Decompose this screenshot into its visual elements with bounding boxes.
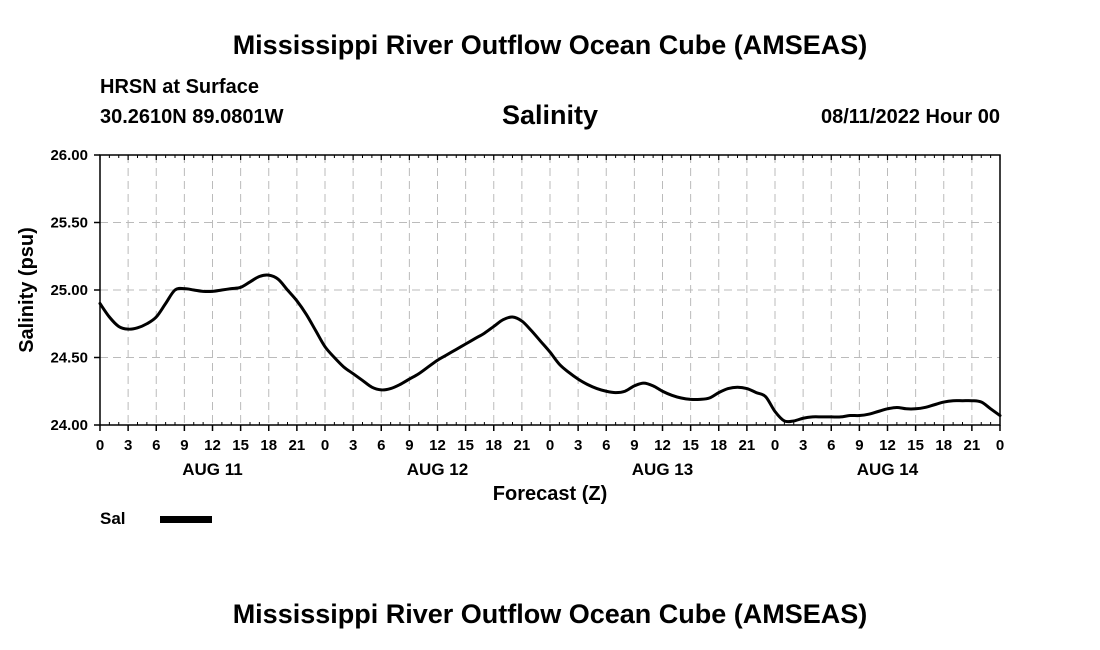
x-tick-label: 0 (771, 437, 779, 454)
forecast-date-label: 08/11/2022 Hour 00 (820, 106, 1000, 128)
station-label: HRSN at Surface (100, 76, 259, 98)
day-label: AUG 13 (632, 460, 693, 479)
x-tick-labels: 0 3 6 9 12 15 18 21 0 3 6 9 12 15 18 21 0 3 6 9 12 15 18 21 0 3 6 9… (96, 437, 1004, 454)
day-label: AUG 11 (182, 460, 242, 479)
x-tick-label: 21 (739, 437, 756, 454)
x-tick-label: 3 (574, 437, 582, 454)
variable-heading: Salinity (501, 100, 599, 130)
y-tick-label: 24.00 (50, 417, 88, 434)
y-tick-label: 26.00 (50, 147, 88, 164)
coordinates-label: 30.2610N 89.0801W (100, 106, 284, 128)
x-tick-label: 18 (485, 437, 502, 454)
x-tick-label: 6 (827, 437, 835, 454)
x-tick-label: 6 (602, 437, 610, 454)
day-labels: AUG 11 AUG 12 AUG 13 AUG 14 (182, 460, 918, 479)
x-tick-label: 21 (964, 437, 981, 454)
chart-title: Mississippi River Outflow Ocean Cube (AM… (232, 30, 868, 60)
x-tick-label: 9 (855, 437, 863, 454)
x-tick-label: 6 (152, 437, 160, 454)
footer-title: Mississippi River Outflow Ocean Cube (AM… (232, 599, 868, 629)
x-tick-label: 12 (879, 437, 896, 454)
x-tick-label: 12 (429, 437, 446, 454)
series-line-sal (98, 273, 1002, 424)
x-axis-title: Forecast (Z) (493, 483, 607, 505)
x-tick-label: 9 (630, 437, 638, 454)
legend: Sal (100, 509, 212, 529)
x-tick-label: 3 (124, 437, 132, 454)
x-tick-label: 21 (289, 437, 306, 454)
x-tick-label: 15 (907, 437, 924, 454)
x-tick-label: 0 (996, 437, 1004, 454)
x-tick-label: 9 (180, 437, 188, 454)
x-tick-label: 9 (405, 437, 413, 454)
x-tick-label: 12 (204, 437, 221, 454)
x-tick-label: 18 (710, 437, 727, 454)
day-label: AUG 12 (407, 460, 468, 479)
day-label: AUG 14 (857, 460, 919, 479)
x-tick-label: 3 (349, 437, 357, 454)
x-tick-label: 0 (546, 437, 554, 454)
x-tick-label: 21 (514, 437, 531, 454)
y-tick-labels: 24.00 24.50 25.00 25.50 26.00 (50, 147, 88, 434)
y-tick-label: 25.50 (50, 215, 88, 232)
legend-label: Sal (100, 509, 126, 528)
tick-marks (94, 154, 1001, 431)
x-tick-label: 0 (321, 437, 329, 454)
y-axis-title: Salinity (psu) (16, 227, 38, 353)
x-tick-label: 15 (457, 437, 474, 454)
x-tick-label: 15 (682, 437, 699, 454)
plot-frame (99, 154, 1001, 426)
grid (100, 155, 1000, 425)
y-tick-label: 25.00 (50, 282, 88, 299)
x-tick-label: 15 (232, 437, 249, 454)
y-tick-label: 24.50 (50, 350, 88, 367)
x-tick-label: 3 (799, 437, 807, 454)
legend-swatch (160, 515, 212, 523)
x-tick-label: 18 (260, 437, 277, 454)
x-tick-label: 18 (935, 437, 952, 454)
x-tick-label: 0 (96, 437, 104, 454)
x-tick-label: 6 (377, 437, 385, 454)
x-tick-label: 12 (654, 437, 671, 454)
